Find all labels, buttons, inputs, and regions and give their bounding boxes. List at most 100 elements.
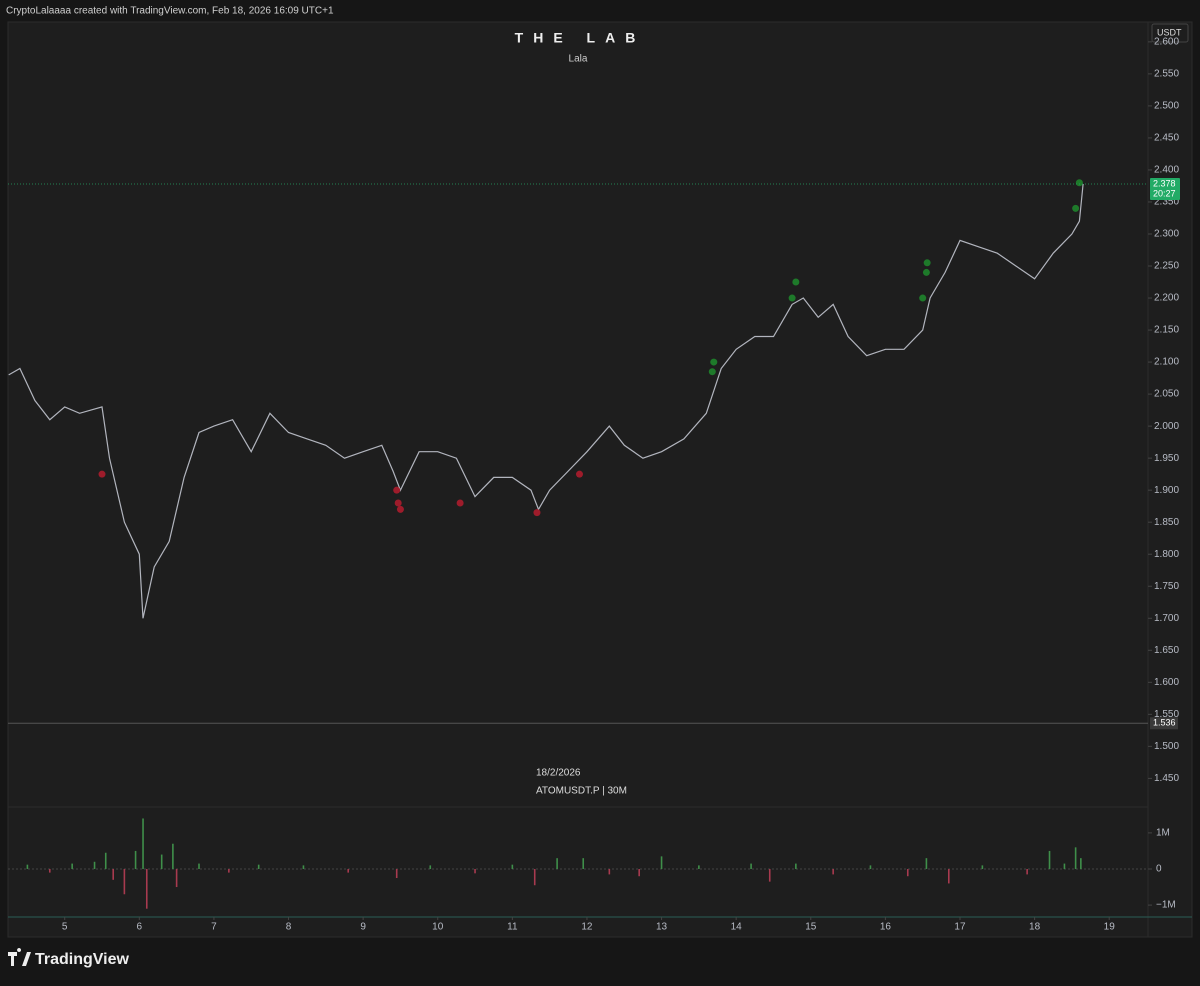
brand: TradingView (8, 948, 130, 968)
volume-bar (582, 858, 585, 869)
volume-bar (869, 865, 872, 869)
volume-bar (134, 850, 137, 869)
last-price-box (1150, 178, 1180, 201)
y-tick-label: 2.300 (1154, 229, 1179, 240)
y-tick-label: 1.950 (1154, 453, 1179, 464)
volume-bar (511, 864, 514, 869)
chart-title: THE LAB (515, 30, 646, 46)
y-tick-label: 1.550 (1154, 709, 1179, 720)
volume-bar (429, 865, 432, 869)
y-tick-label: 2.000 (1154, 421, 1179, 432)
y-tick-label: 1.700 (1154, 613, 1179, 624)
y-tick-label: 1.650 (1154, 645, 1179, 656)
y-tick-label: 0 (1156, 864, 1162, 875)
last-price-label: 2.378 (1153, 178, 1176, 188)
chart-area (7, 21, 1193, 938)
volume-bar (832, 868, 834, 875)
volume-bar (556, 858, 558, 869)
y-tick-label: 2.200 (1154, 293, 1179, 304)
buy-signal (710, 358, 718, 366)
x-tick-label: 5 (62, 922, 68, 933)
volume-bar (228, 868, 230, 873)
buy-signal (919, 294, 927, 302)
volume-bar (698, 865, 700, 869)
x-tick-label: 11 (507, 922, 518, 933)
chart-subtitle: Lala (569, 54, 588, 65)
x-tick-label: 9 (360, 922, 366, 933)
y-tick-label: 2.050 (1154, 389, 1179, 400)
volume-bar (347, 868, 350, 873)
sell-signal (394, 499, 402, 507)
credit: CryptoLalaaaa created with TradingView.c… (6, 6, 334, 17)
x-tick-label: 17 (954, 922, 966, 933)
x-tick-label: 13 (656, 922, 668, 933)
sell-signal (396, 505, 404, 513)
buy-signal (1075, 179, 1083, 187)
date-note: 18/2/2026 (536, 768, 581, 779)
volume-bar (795, 863, 797, 869)
volume-bar (906, 868, 909, 877)
buy-signal (922, 268, 930, 276)
volume-bar (175, 868, 178, 888)
buy-signal (788, 294, 796, 302)
x-tick-label: 7 (211, 922, 217, 933)
y-tick-label: 1.500 (1154, 741, 1179, 752)
sell-signal (98, 470, 106, 478)
volume-bar (981, 865, 984, 869)
volume-bar (302, 865, 305, 869)
volume-bar (925, 858, 928, 869)
volume-bar (48, 868, 51, 873)
volume-bar (198, 863, 200, 869)
sell-signal (456, 499, 464, 507)
volume-bar (474, 868, 476, 874)
y-tick-label: 2.400 (1154, 165, 1179, 176)
y-tick-label: 1.450 (1154, 773, 1179, 784)
brand-logo (8, 948, 31, 966)
x-tick-label: 12 (581, 922, 593, 933)
volume-bar (26, 864, 29, 869)
volume-bar (1063, 863, 1066, 869)
y-tick-label: 1.800 (1154, 549, 1179, 560)
y-tick-label: 2.450 (1154, 133, 1179, 144)
level-label: 1.536 (1153, 718, 1176, 728)
currency: USDT (1157, 27, 1182, 37)
buy-signal (1072, 204, 1080, 212)
x-tick-label: 16 (880, 922, 892, 933)
sell-signal (533, 509, 541, 517)
volume-bar (104, 852, 107, 869)
buy-signal (792, 278, 800, 286)
volume-bar (660, 856, 663, 869)
volume-bar (608, 868, 611, 875)
volume-bar (160, 854, 163, 869)
y-tick-label: 2.150 (1154, 325, 1179, 336)
y-tick-label: 1.750 (1154, 581, 1179, 592)
y-tick-label: 2.550 (1154, 69, 1179, 80)
countdown: 20:27 (1153, 188, 1176, 198)
x-tick-label: 19 (1104, 922, 1116, 933)
volume-bar (1048, 850, 1051, 869)
volume-bar (533, 868, 536, 886)
x-tick-label: 10 (432, 922, 444, 933)
y-tick-label: −1M (1156, 900, 1176, 911)
sell-signal (575, 470, 583, 478)
brand-name: TradingView (35, 951, 130, 968)
volume-bar (71, 863, 73, 869)
price-line (8, 183, 1084, 619)
volume-bar (142, 818, 144, 869)
x-tick-label: 15 (805, 922, 817, 933)
volume-bar (750, 863, 752, 869)
buy-signal (708, 368, 716, 376)
x-tick-label: 6 (137, 922, 143, 933)
volume-bar (145, 868, 148, 909)
volume-bar (172, 843, 174, 869)
y-tick-label: 2.600 (1154, 36, 1179, 47)
volume-bar (947, 868, 950, 884)
y-tick-label: 1.850 (1154, 517, 1179, 528)
y-tick-label: 2.350 (1154, 197, 1179, 208)
volume-bar (768, 868, 771, 882)
volume-bar (93, 861, 96, 869)
volume-bar (1080, 858, 1082, 869)
volume-bar (257, 864, 260, 869)
